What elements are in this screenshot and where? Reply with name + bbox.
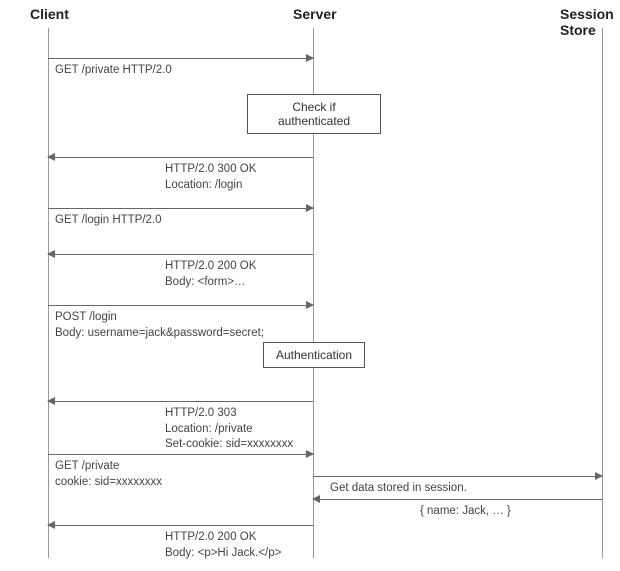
actor-store-label: Session Store — [560, 6, 620, 38]
lifeline-client — [48, 28, 49, 558]
label-get-session: Get data stored in session. — [330, 481, 467, 497]
label-get-private: GET /private HTTP/2.0 — [55, 63, 172, 79]
arrow-300-ok — [48, 157, 313, 158]
label-get-login: GET /login HTTP/2.0 — [55, 213, 162, 229]
arrow-303 — [48, 401, 313, 402]
label-303: HTTP/2.0 303 Location: /private Set-cook… — [165, 406, 293, 453]
arrow-200-hi-jack — [48, 525, 313, 526]
label-200-form: HTTP/2.0 200 OK Body: <form>… — [165, 259, 256, 290]
actor-server-label: Server — [293, 6, 337, 22]
arrow-get-login — [48, 208, 313, 209]
arrow-get-session — [313, 476, 602, 477]
arrow-200-form — [48, 254, 313, 255]
arrow-get-private — [48, 58, 313, 59]
actor-client-label: Client — [30, 6, 69, 22]
label-get-private-cookie: GET /private cookie: sid=xxxxxxxx — [55, 459, 162, 490]
label-session-data: { name: Jack, … } — [420, 504, 511, 520]
label-300-ok: HTTP/2.0 300 OK Location: /login — [165, 162, 256, 193]
note-authentication: Authentication — [263, 342, 365, 368]
arrow-get-private-cookie — [48, 454, 313, 455]
sequence-diagram: Client Server Session Store GET /private… — [0, 0, 620, 571]
label-200-hi-jack: HTTP/2.0 200 OK Body: <p>Hi Jack.</p> — [165, 530, 281, 561]
note-check-auth: Check if authenticated — [247, 94, 381, 134]
arrow-post-login — [48, 305, 313, 306]
arrow-session-data — [313, 499, 602, 500]
label-post-login: POST /login Body: username=jack&password… — [55, 310, 264, 341]
